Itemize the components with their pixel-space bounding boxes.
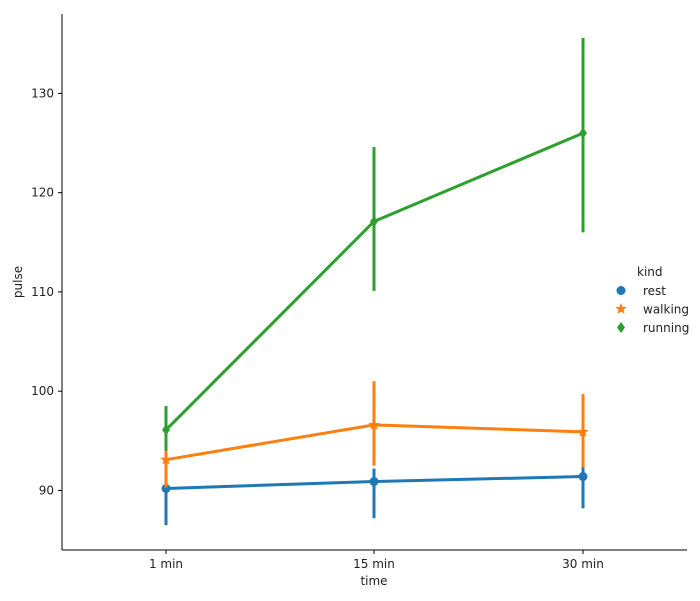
y-axis-label: pulse xyxy=(11,266,25,298)
data-point xyxy=(577,425,589,437)
data-point xyxy=(369,477,379,487)
x-axis-label: time xyxy=(360,574,387,588)
legend-label: running xyxy=(643,321,689,335)
legend-item-running: running xyxy=(617,321,689,335)
data-point xyxy=(160,453,172,465)
legend-title: kind xyxy=(637,265,663,279)
legend-marker xyxy=(616,286,626,295)
legend-marker xyxy=(617,322,625,333)
legend: kind rest walking running xyxy=(615,265,689,335)
x-ticks: 1 min 15 min 30 min xyxy=(149,550,604,571)
legend-item-rest: rest xyxy=(616,284,666,298)
series-rest xyxy=(161,464,588,526)
legend-marker xyxy=(615,303,627,314)
series-layer xyxy=(160,37,589,526)
y-tick-label: 90 xyxy=(39,483,54,497)
y-tick-label: 100 xyxy=(31,384,54,398)
y-ticks: 90 100 110 120 130 xyxy=(31,86,62,497)
legend-label: rest xyxy=(643,284,666,298)
data-point xyxy=(161,483,171,493)
legend-label: walking xyxy=(643,303,689,317)
y-tick-label: 120 xyxy=(31,186,54,200)
legend-items: rest walking running xyxy=(615,284,689,335)
data-point xyxy=(162,424,170,436)
data-point xyxy=(368,418,380,430)
data-point xyxy=(579,127,587,139)
data-point xyxy=(578,472,588,482)
series-running xyxy=(162,37,587,451)
data-point xyxy=(370,215,378,227)
x-tick-label: 15 min xyxy=(353,557,395,571)
y-tick-label: 110 xyxy=(31,285,54,299)
x-tick-label: 30 min xyxy=(562,557,604,571)
legend-item-walking: walking xyxy=(615,303,689,317)
y-tick-label: 130 xyxy=(31,86,54,100)
x-tick-label: 1 min xyxy=(149,557,183,571)
